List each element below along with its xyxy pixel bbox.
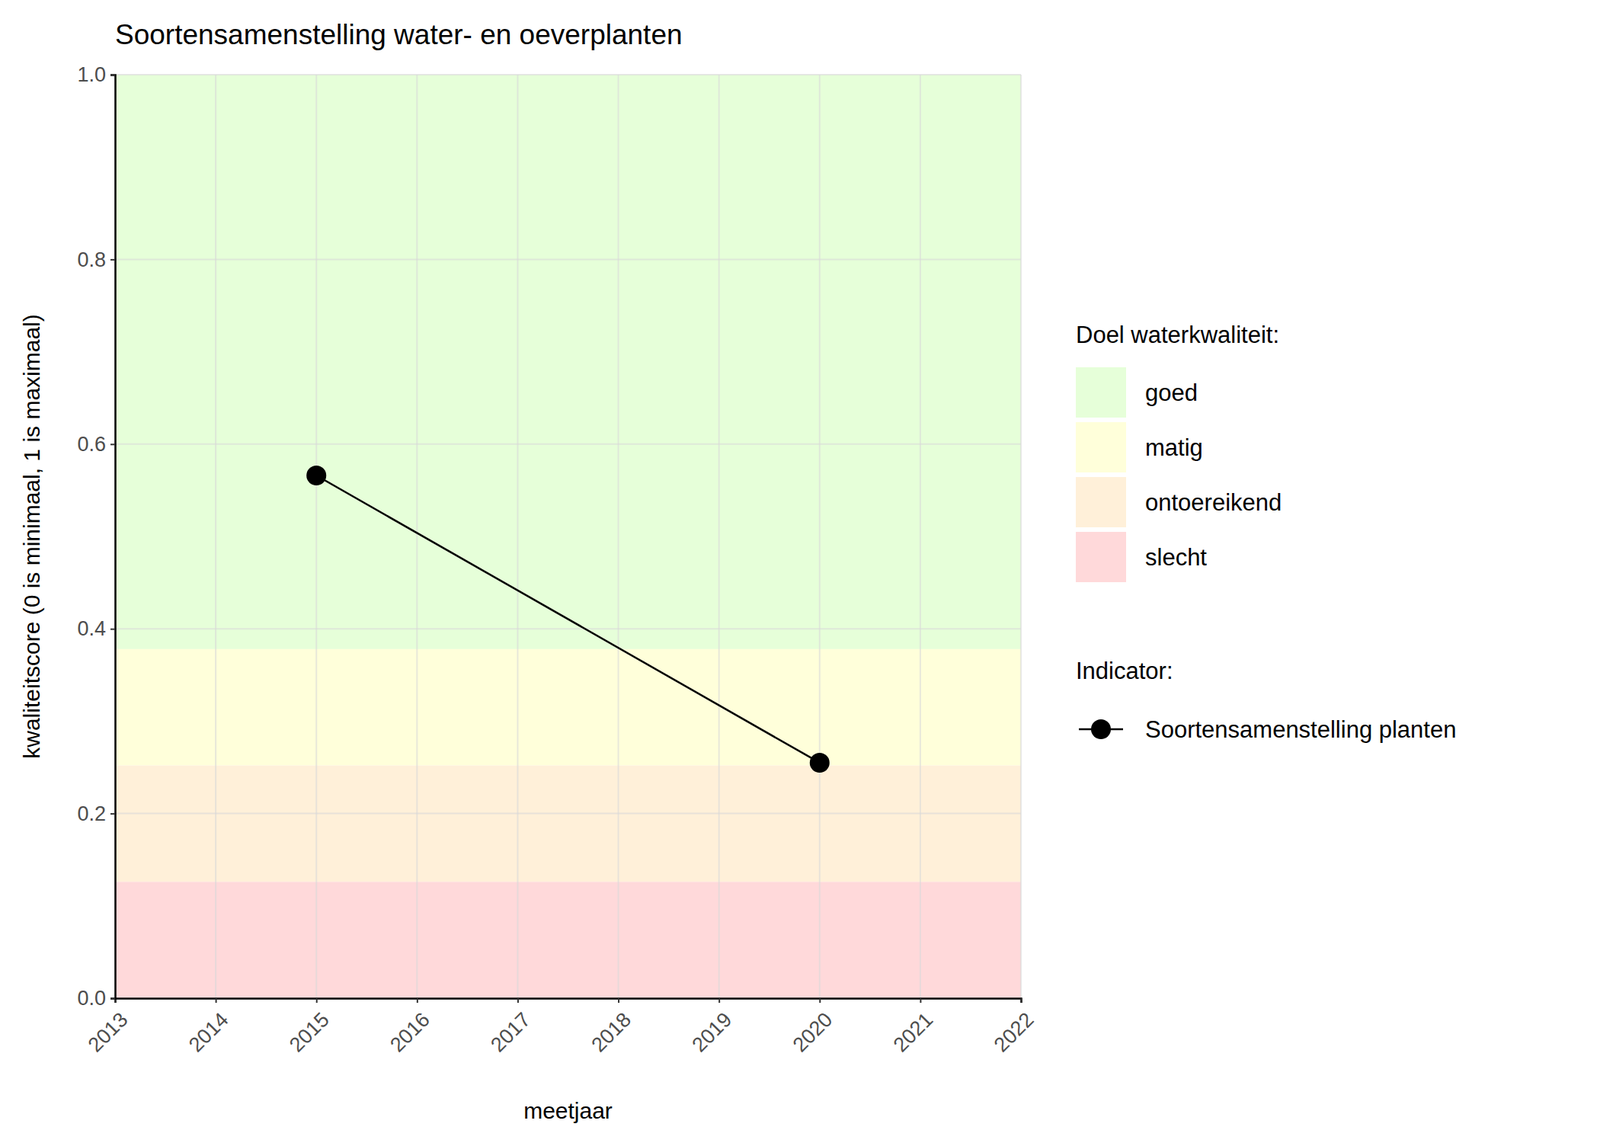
y-axis-title: kwaliteitscore (0 is minimaal, 1 is maxi… (19, 313, 45, 759)
x-tick-label: 2016 (385, 1008, 435, 1057)
grid-line (214, 74, 217, 999)
grid-line (115, 627, 1021, 630)
quality-band (115, 881, 1021, 999)
x-tick: 2018 (586, 998, 636, 1057)
series-point (809, 752, 830, 773)
y-tick-label: 0.8 (76, 248, 106, 272)
y-tick-mark (110, 628, 116, 631)
x-tick: 2022 (989, 998, 1039, 1057)
x-tick-label: 2014 (184, 1008, 234, 1057)
grid-line (115, 443, 1021, 445)
series-line (316, 475, 820, 763)
x-axis: 2013 2014 2015 2016 2017 2018 2019 2020 2021 2022 (83, 998, 1039, 1057)
y-tick: 0.2 (76, 802, 116, 826)
legend-label: matig (1145, 434, 1204, 461)
x-tick-label: 2015 (284, 1008, 334, 1057)
y-tick-label: 0.6 (76, 432, 106, 456)
x-tick-mark (416, 998, 419, 1003)
quality-band (115, 649, 1021, 766)
x-tick-label: 2013 (83, 1008, 133, 1057)
grid-line (718, 74, 720, 999)
x-tick-mark (819, 998, 821, 1003)
grid-line (416, 74, 418, 999)
x-tick: 2021 (889, 998, 938, 1057)
x-tick-mark (919, 998, 922, 1003)
grid-line (617, 74, 620, 999)
x-axis-title: meetjaar (523, 1097, 613, 1124)
legend: Doel waterkwaliteit: goed matig ontoereiken… (1075, 321, 1456, 743)
grid-line (516, 74, 519, 999)
x-tick-label: 2018 (586, 1008, 636, 1057)
grid-line (115, 258, 1021, 260)
x-tick: 2017 (486, 998, 535, 1057)
y-tick-mark (110, 74, 116, 77)
x-tick-mark (517, 998, 519, 1003)
x-tick: 2015 (284, 998, 334, 1057)
x-tick-label: 2017 (486, 1008, 535, 1057)
x-axis-line (115, 998, 1022, 1004)
x-tick-mark (316, 998, 318, 1003)
series (306, 465, 830, 773)
y-tick: 1.0 (76, 63, 116, 87)
grid (115, 74, 1021, 999)
legend-key (1091, 719, 1111, 740)
x-tick: 2014 (184, 998, 234, 1057)
x-tick-label: 2020 (788, 1008, 838, 1057)
x-tick-mark (1020, 998, 1023, 1003)
x-tick: 2020 (788, 998, 838, 1057)
y-tick-label: 0.4 (76, 617, 106, 640)
y-tick-label: 0.2 (76, 802, 106, 826)
legend-label: goed (1145, 379, 1198, 407)
x-tick: 2016 (385, 998, 435, 1057)
x-tick: 2019 (688, 998, 737, 1057)
y-axis-line (110, 75, 116, 999)
quality-band (115, 765, 1021, 883)
chart: 2013 2014 2015 2016 2017 2018 2019 2020 2021 2022… (0, 0, 1600, 1143)
grid-line (1020, 74, 1022, 999)
x-tick-mark (617, 998, 620, 1003)
grid-line (819, 74, 821, 999)
legend-label: Soortensamenstelling planten (1145, 716, 1456, 743)
grid-line (919, 74, 922, 999)
bands (115, 74, 1021, 999)
y-tick: 0.0 (76, 986, 116, 1010)
y-tick-label: 0.0 (76, 986, 106, 1010)
y-tick-mark (110, 812, 116, 815)
x-tick-mark (718, 998, 720, 1003)
y-tick-mark (110, 998, 116, 1000)
legend-label: slecht (1145, 544, 1207, 571)
legend-label: ontoereikend (1145, 489, 1282, 516)
x-tick-mark (215, 998, 218, 1003)
title: Soortensamenstelling water- en oeverplan… (115, 19, 683, 51)
grid-line (115, 812, 1021, 815)
grid-line (115, 73, 1021, 76)
y-axis: 0.0 0.2 0.4 0.6 0.8 1.0 (76, 63, 116, 1010)
y-tick-mark (110, 259, 116, 261)
y-tick-mark (110, 443, 116, 445)
y-tick-label: 1.0 (76, 63, 106, 87)
y-tick: 0.4 (76, 617, 116, 640)
legend-title: Doel waterkwaliteit: (1075, 321, 1280, 349)
x-tick-label: 2022 (989, 1008, 1039, 1057)
x-tick-label: 2019 (688, 1008, 737, 1057)
legend-key (1075, 422, 1127, 473)
legend-key (1075, 476, 1127, 528)
legend-title: Indicator: (1075, 657, 1174, 685)
legend-key (1075, 531, 1127, 583)
y-tick: 0.6 (76, 432, 116, 456)
grid-line (315, 74, 317, 999)
legend-key (1075, 367, 1127, 418)
y-tick: 0.8 (76, 248, 116, 272)
quality-band (115, 74, 1021, 650)
series-point (306, 465, 327, 486)
x-tick-label: 2021 (889, 1008, 938, 1057)
